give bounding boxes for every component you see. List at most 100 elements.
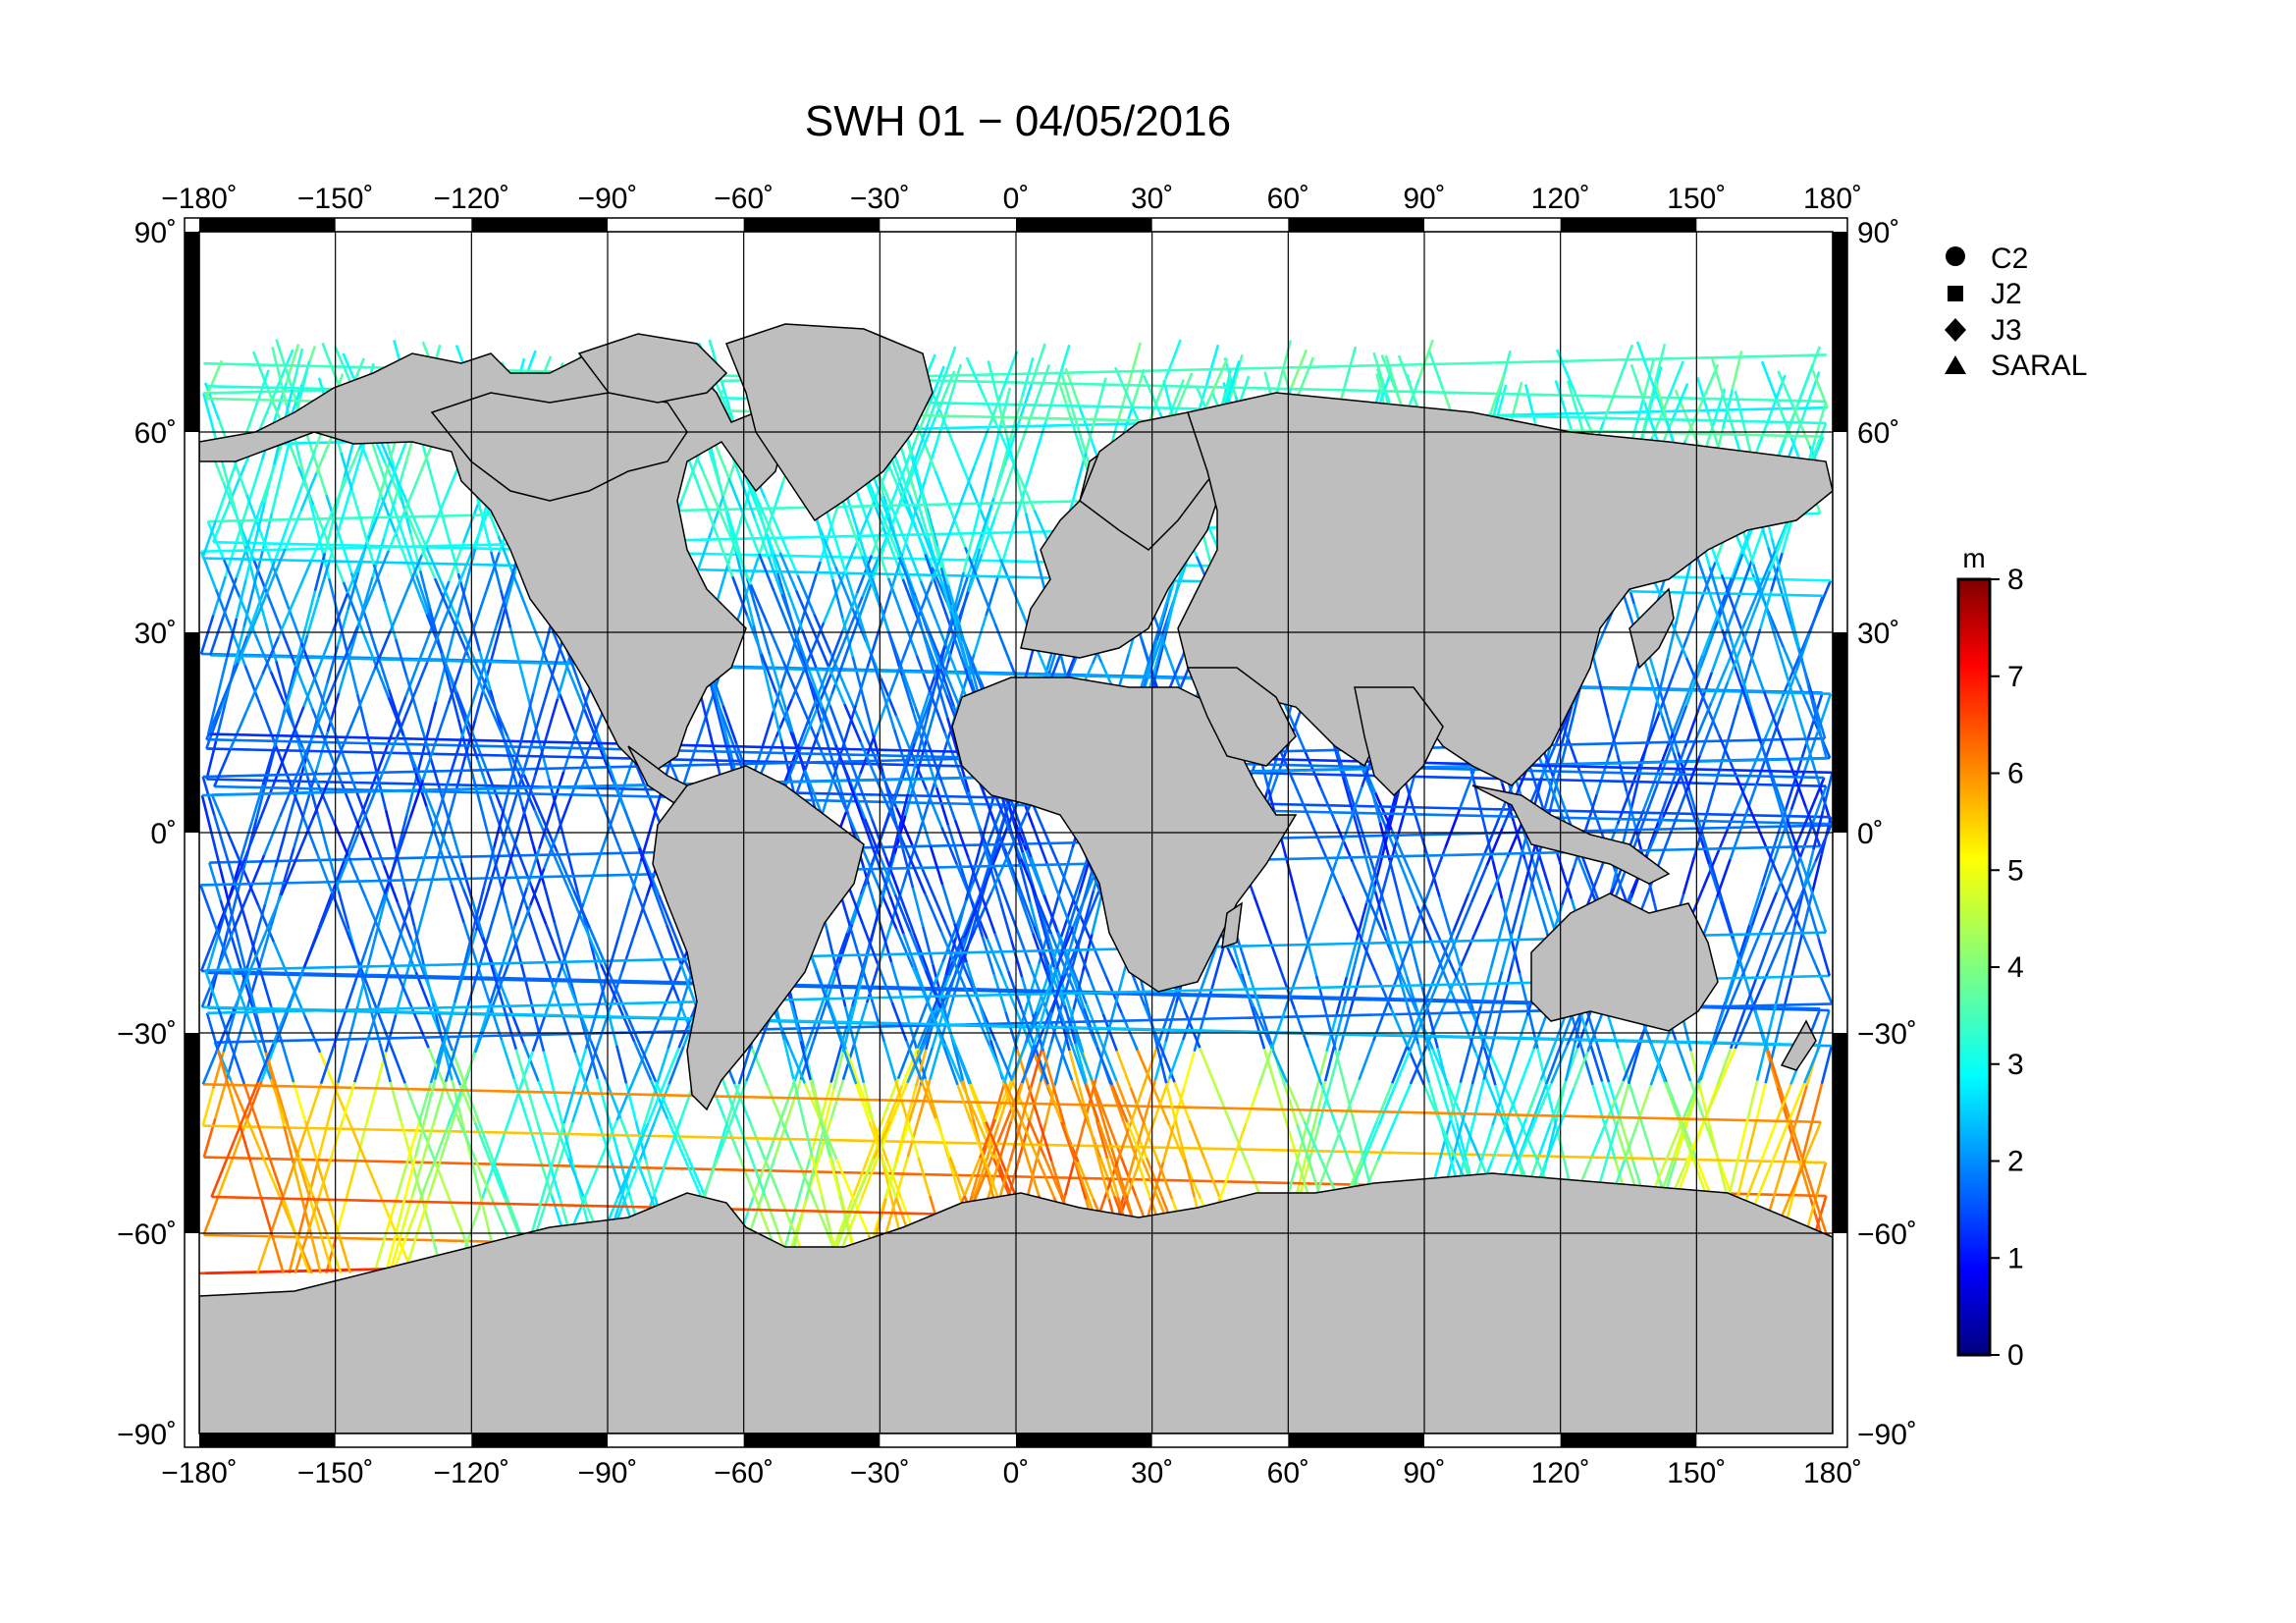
track-segment: [387, 512, 405, 552]
track-segment: [753, 1195, 772, 1235]
track-segment: [499, 589, 512, 628]
track-segment: [1175, 372, 1194, 411]
track-segment: [431, 1002, 445, 1043]
track-segment: [826, 930, 838, 969]
track-segment: [1248, 974, 1263, 1013]
lon-tick-label-top: −180˚: [161, 183, 238, 215]
track-segment: [1133, 1118, 1147, 1159]
track-segment: [745, 577, 761, 618]
track-segment: [1208, 357, 1229, 398]
track-segment: [782, 1040, 795, 1080]
track-segment: [371, 550, 391, 589]
track-segment: [1384, 929, 1399, 969]
track-segment: [1710, 863, 1724, 902]
track-segment: [823, 583, 841, 623]
track-segment: [406, 1120, 421, 1160]
track-segment: [707, 729, 721, 769]
track-segment: [216, 1050, 231, 1088]
track-segment: [1324, 1012, 1337, 1051]
track-segment: [345, 1162, 357, 1200]
track-segment: [1394, 939, 1409, 977]
track-segment: [924, 1078, 938, 1118]
track-segment: [570, 757, 587, 796]
track-segment: [1649, 1047, 1666, 1086]
track-segment: [973, 427, 990, 467]
track-segment: [453, 963, 466, 1003]
track-segment: [462, 924, 476, 964]
track-segment: [1362, 853, 1377, 893]
track-segment: [951, 1041, 965, 1081]
track-segment: [473, 1015, 491, 1054]
track-segment: [1320, 1084, 1337, 1123]
track-segment: [1348, 786, 1363, 825]
track-segment: [950, 629, 967, 669]
track-segment: [1605, 1010, 1620, 1050]
track-segment: [382, 864, 400, 903]
track-segment: [1748, 651, 1766, 692]
track-segment: [302, 668, 320, 708]
track-segment: [1810, 1083, 1824, 1122]
track-segment: [1782, 671, 1798, 710]
track-segment: [283, 1125, 295, 1163]
track-segment: [841, 1046, 858, 1085]
track-segment: [672, 932, 691, 972]
track-segment: [1675, 1042, 1692, 1082]
track-segment: [980, 894, 996, 935]
track-segment: [716, 472, 728, 512]
track-segment: [1131, 368, 1146, 407]
track-segment: [830, 1011, 848, 1051]
track-segment: [1781, 657, 1800, 697]
track-segment: [1521, 857, 1533, 896]
track-segment: [1223, 357, 1237, 397]
track-segment: [940, 346, 957, 386]
track-segment: [828, 705, 846, 744]
track-segment: [900, 1048, 919, 1087]
track-segment: [219, 899, 234, 938]
track-segment: [992, 1158, 1011, 1198]
track-segment: [556, 850, 575, 891]
track-segment: [447, 850, 465, 891]
track-segment: [917, 806, 933, 846]
track-segment: [912, 1039, 928, 1080]
track-segment: [1617, 1048, 1631, 1087]
track-segment: [449, 825, 463, 864]
track-segment: [1097, 1162, 1111, 1200]
track-segment: [974, 825, 988, 864]
frame-band: [1833, 632, 1847, 833]
track-segment: [336, 609, 349, 647]
track-segment: [545, 924, 562, 964]
lon-tick-label-top: 0˚: [1003, 183, 1030, 215]
track-segment: [915, 691, 931, 731]
track-segment: [986, 847, 1003, 888]
track-segment: [1057, 863, 1076, 902]
track-segment: [1740, 526, 1755, 565]
track-segment: [448, 737, 463, 778]
track-segment: [1788, 1082, 1806, 1122]
track-segment: [208, 862, 222, 900]
track-segment: [942, 1046, 959, 1086]
track-segment: [623, 808, 640, 849]
track-segment: [1809, 1198, 1824, 1237]
track-segment: [946, 717, 960, 756]
track-segment: [310, 1236, 322, 1274]
track-segment: [1772, 781, 1789, 820]
track-segment: [855, 1158, 876, 1198]
track-segment: [1358, 1040, 1375, 1081]
track-segment: [1808, 595, 1825, 634]
track-segment: [644, 1159, 657, 1198]
track-segment: [979, 498, 995, 538]
square-marker-icon: [1948, 286, 1963, 301]
track-segment: [1428, 1050, 1443, 1089]
track-segment: [1595, 1043, 1611, 1083]
track-segment: [1070, 1079, 1088, 1119]
track-segment: [1649, 1043, 1667, 1083]
track-segment: [919, 1011, 936, 1051]
track-segment: [420, 516, 439, 556]
frame-band: [185, 632, 199, 833]
track-segment: [1006, 970, 1023, 1009]
track-segment: [854, 525, 870, 565]
track-segment: [1790, 408, 1807, 448]
track-segment: [1762, 690, 1780, 730]
track-segment: [311, 1195, 329, 1235]
track-segment: [1814, 964, 1833, 1004]
